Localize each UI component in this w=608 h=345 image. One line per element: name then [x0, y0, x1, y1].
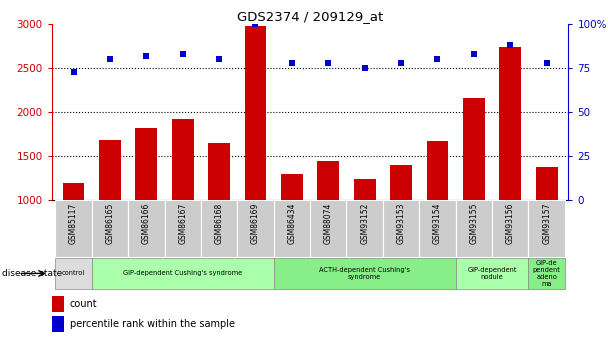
Bar — [528, 258, 565, 289]
Point — [250, 21, 260, 27]
Text: GSM86169: GSM86169 — [251, 203, 260, 244]
Bar — [165, 200, 201, 257]
Bar — [528, 200, 565, 257]
Bar — [201, 200, 237, 257]
Text: GIP-dependent
nodule: GIP-dependent nodule — [468, 267, 517, 280]
Bar — [455, 258, 528, 289]
Text: count: count — [70, 299, 97, 309]
Bar — [347, 200, 383, 257]
Bar — [420, 200, 455, 257]
Text: GSM93156: GSM93156 — [506, 203, 515, 245]
Point — [214, 57, 224, 62]
Title: GDS2374 / 209129_at: GDS2374 / 209129_at — [237, 10, 383, 23]
Text: GSM93154: GSM93154 — [433, 203, 442, 245]
Text: disease state: disease state — [2, 269, 62, 278]
Bar — [55, 258, 92, 289]
Point — [323, 60, 333, 66]
Point — [542, 60, 551, 66]
Bar — [55, 200, 92, 257]
Bar — [136, 128, 157, 200]
Point — [505, 42, 515, 48]
Text: GSM86166: GSM86166 — [142, 203, 151, 244]
Text: GSM93157: GSM93157 — [542, 203, 551, 245]
Point — [178, 51, 187, 57]
Bar — [52, 296, 64, 312]
Bar — [99, 140, 121, 200]
Bar — [281, 174, 303, 200]
Text: GSM88074: GSM88074 — [324, 203, 333, 244]
Text: control: control — [62, 270, 85, 276]
Bar — [310, 200, 347, 257]
Text: GIP-de
pendent
adeno
ma: GIP-de pendent adeno ma — [533, 260, 561, 287]
Bar — [492, 200, 528, 257]
Bar — [455, 200, 492, 257]
Bar — [128, 200, 165, 257]
Bar — [390, 165, 412, 200]
Point — [287, 60, 297, 66]
Bar — [172, 119, 193, 200]
Bar — [274, 258, 455, 289]
Point — [396, 60, 406, 66]
Text: GSM86434: GSM86434 — [288, 203, 296, 245]
Text: GIP-dependent Cushing's syndrome: GIP-dependent Cushing's syndrome — [123, 270, 243, 276]
Bar — [274, 200, 310, 257]
Point — [69, 69, 78, 75]
Text: GSM85117: GSM85117 — [69, 203, 78, 244]
Bar — [237, 200, 274, 257]
Text: ACTH-dependent Cushing's
syndrome: ACTH-dependent Cushing's syndrome — [319, 267, 410, 280]
Point — [105, 57, 115, 62]
Bar — [92, 200, 128, 257]
Text: GSM86167: GSM86167 — [178, 203, 187, 244]
Bar — [63, 184, 85, 200]
Bar — [244, 26, 266, 200]
Bar — [317, 161, 339, 200]
Text: GSM93153: GSM93153 — [396, 203, 406, 245]
Point — [360, 66, 370, 71]
Bar — [463, 98, 485, 200]
Text: GSM86165: GSM86165 — [105, 203, 114, 244]
Text: GSM86168: GSM86168 — [215, 203, 224, 244]
Bar — [499, 47, 521, 200]
Point — [142, 53, 151, 59]
Bar — [92, 258, 274, 289]
Bar — [536, 167, 558, 200]
Bar — [427, 141, 448, 200]
Text: GSM93155: GSM93155 — [469, 203, 478, 245]
Point — [433, 57, 443, 62]
Bar — [354, 179, 376, 200]
Text: GSM93152: GSM93152 — [360, 203, 369, 244]
Bar — [383, 200, 420, 257]
Point — [469, 51, 478, 57]
Bar — [52, 316, 64, 332]
Bar — [208, 143, 230, 200]
Text: percentile rank within the sample: percentile rank within the sample — [70, 319, 235, 329]
